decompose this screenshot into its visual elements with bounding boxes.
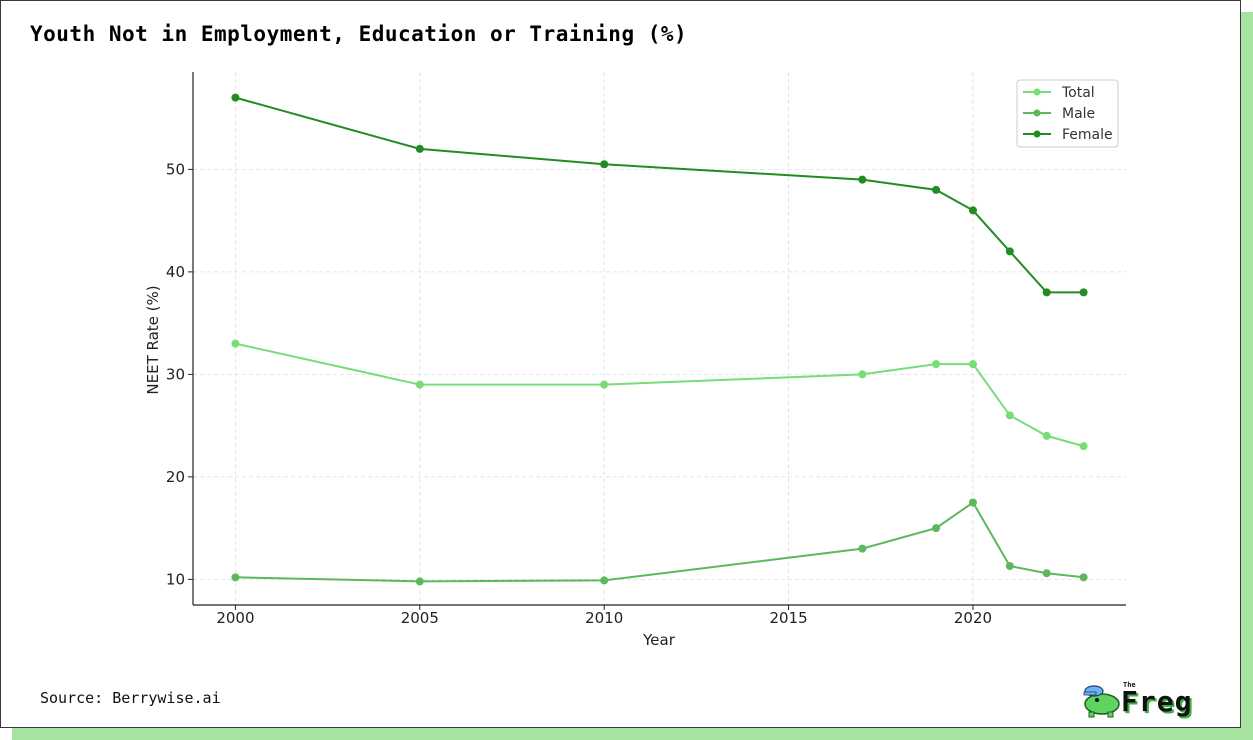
data-point-total [600,380,609,389]
frog-mascot-icon [1083,685,1120,718]
legend-label-male: Male [1062,106,1095,122]
data-point-male [968,498,977,507]
x-tick-label: 2010 [585,609,623,627]
x-tick-label: 2020 [954,609,992,627]
data-point-female [858,175,867,184]
data-point-female [1079,288,1088,297]
data-point-total [968,360,977,369]
y-axis-label: NEET Rate (%) [144,285,162,394]
data-point-female [1005,247,1014,256]
data-point-male [1005,562,1014,571]
ticks: 2000 2005 2010 2015 2020 10 20 30 40 50 [166,160,992,627]
x-tick-label: 2005 [401,609,439,627]
data-point-male [858,544,867,553]
data-point-total [415,380,424,389]
legend: Total Male Female [1016,79,1119,148]
legend-marker-total [1033,88,1041,96]
freg-logo: The Freg [1080,680,1220,718]
data-point-total [1005,411,1014,420]
data-point-total [1042,431,1051,440]
series-group [231,93,1088,586]
legend-marker-female [1033,130,1041,138]
data-point-total [231,339,240,348]
series-line-total [235,342,1084,448]
data-point-male [600,576,609,585]
data-point-female [932,185,941,194]
logo-wordmark: Freg [1121,685,1193,718]
axes [192,72,1126,606]
x-tick-label: 2000 [216,609,254,627]
data-point-male [415,577,424,586]
y-tick-label: 20 [166,468,185,486]
data-point-total [1079,442,1088,451]
x-tick-label: 2015 [769,609,807,627]
data-point-total [932,360,941,369]
source-note: Source: Berrywise.ai [40,689,221,707]
data-point-female [231,93,240,102]
y-tick-label: 30 [166,365,185,383]
y-tick-label: 40 [166,263,185,281]
y-tick-label: 10 [166,570,185,588]
series-line-male [235,501,1084,583]
series-line-female [235,96,1084,294]
legend-marker-male [1033,109,1041,117]
legend-box [1016,79,1119,148]
data-point-male [1079,573,1088,582]
data-point-female [600,160,609,169]
data-point-female [415,144,424,153]
data-point-total [858,370,867,379]
legend-label-total: Total [1061,85,1095,101]
x-axis-label: Year [642,631,676,649]
legend-label-female: Female [1062,127,1113,143]
data-point-male [932,524,941,533]
data-point-male [231,573,240,582]
data-point-female [1042,288,1051,297]
y-tick-label: 50 [166,160,185,178]
data-point-male [1042,569,1051,578]
logo-small-text: The [1123,681,1136,689]
chart-title: Youth Not in Employment, Education or Tr… [30,22,688,46]
data-point-female [968,206,977,215]
